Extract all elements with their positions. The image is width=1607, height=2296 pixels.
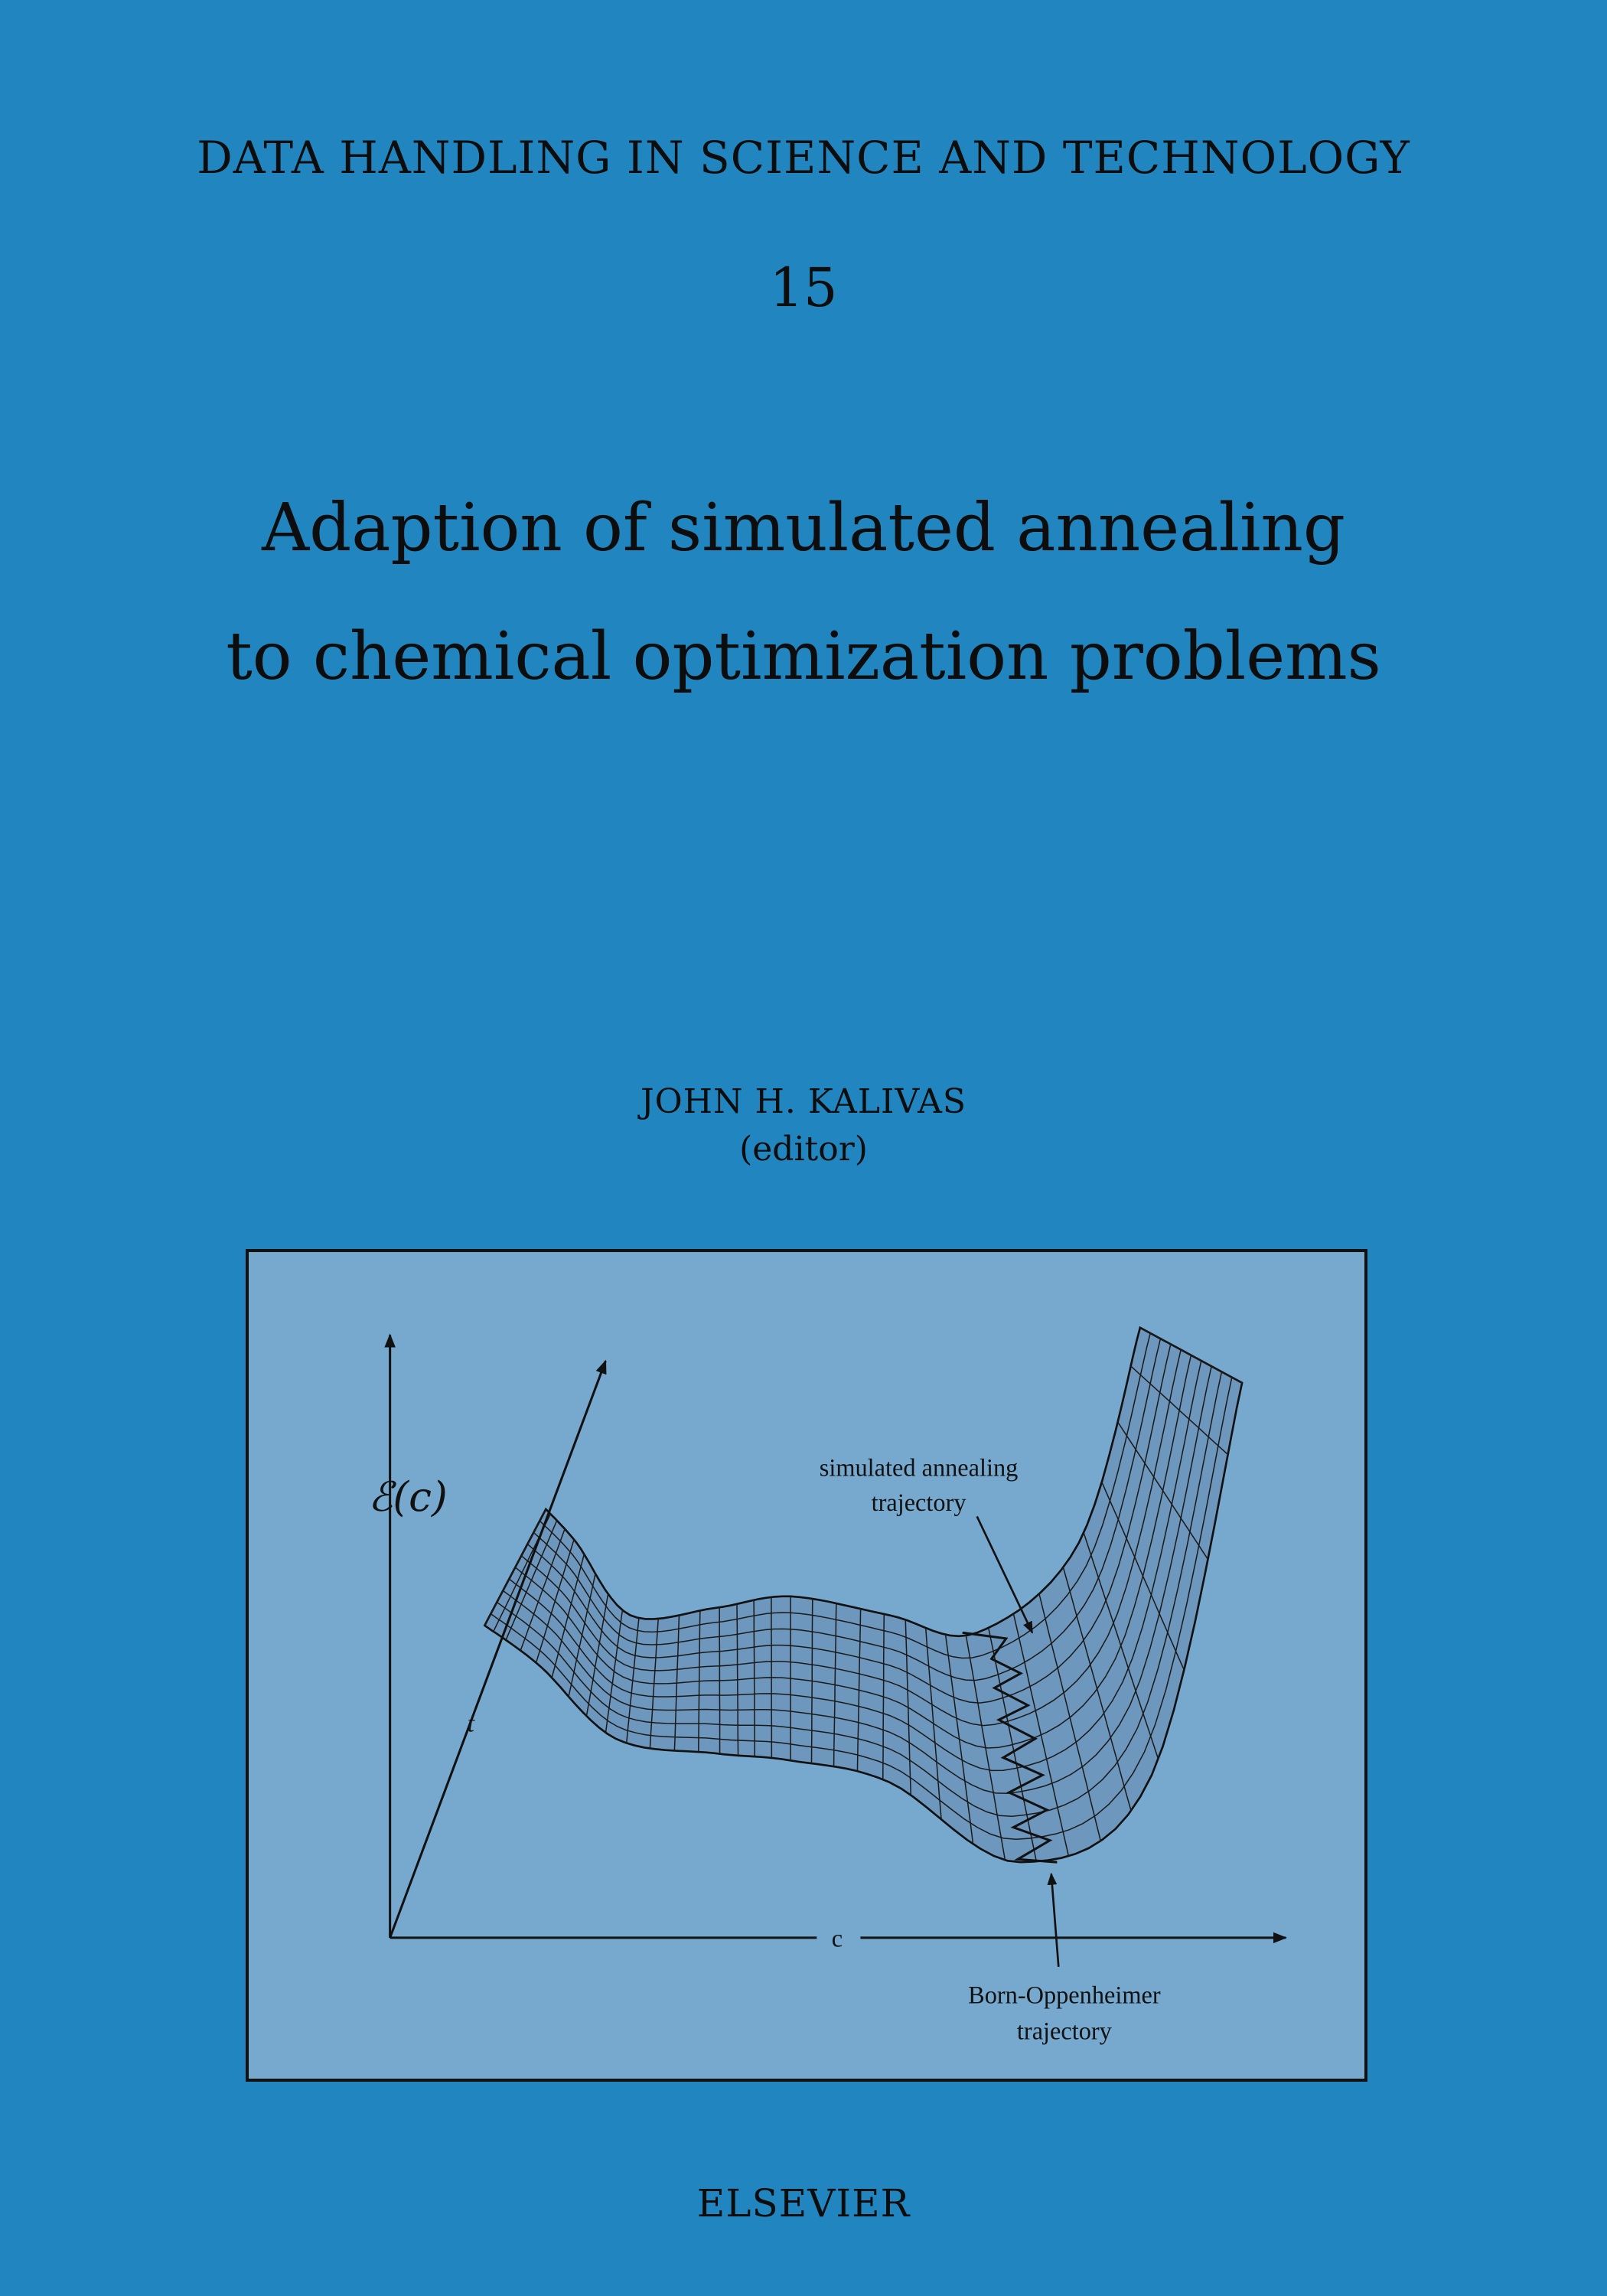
energy-axis-label: ℰ(c)	[368, 1473, 448, 1521]
mesh-line-across	[649, 1619, 659, 1749]
mesh-line-across	[753, 1600, 756, 1757]
bo-annotation-line-1: Born-Oppenheimer	[968, 1981, 1161, 2008]
sa-annotation-line-1: simulated annealing	[820, 1453, 1019, 1481]
mesh-line-across	[833, 1603, 837, 1767]
mesh-line-across	[856, 1609, 862, 1772]
book-title-line-2: to chemical optimization problems	[226, 618, 1381, 695]
cover-illustration: ℰ(c) c t simulated annealing trajectory …	[246, 1249, 1367, 2082]
mesh-line-across	[965, 1635, 1006, 1861]
energy-surface-diagram: ℰ(c) c t simulated annealing trajectory …	[368, 1326, 1288, 2045]
surface-mesh	[483, 1326, 1244, 1864]
mesh-line-across	[484, 1508, 546, 1626]
mesh-line-across	[1116, 1421, 1209, 1561]
mesh-line-across	[625, 1618, 640, 1743]
volume-number: 15	[769, 256, 838, 319]
mesh-line-across	[698, 1610, 701, 1752]
mesh-line-across	[987, 1627, 1038, 1862]
book-title-line-1: Adaption of simulated annealing	[262, 490, 1345, 566]
mesh-line-across	[1101, 1482, 1185, 1671]
mesh-line-across	[924, 1627, 942, 1820]
mesh-line-across	[585, 1593, 609, 1717]
mesh-line-across	[1038, 1593, 1102, 1841]
publisher-name: ELSEVIER	[696, 2181, 911, 2226]
mesh-line-across	[1083, 1532, 1159, 1760]
bo-annotation-line-2: trajectory	[1017, 2017, 1113, 2045]
mesh-line-across	[535, 1539, 575, 1663]
t-axis	[389, 1359, 607, 1939]
mesh-line-across	[905, 1619, 912, 1795]
mesh-line-across	[1130, 1365, 1229, 1456]
c-axis-label: c	[832, 1924, 843, 1952]
t-axis-label: t	[468, 1709, 476, 1737]
mesh-line-across	[568, 1574, 596, 1697]
mesh-line-across	[673, 1615, 680, 1751]
mesh-line-across	[520, 1528, 566, 1651]
mesh-line-across	[1012, 1613, 1070, 1857]
mesh-line-across	[551, 1554, 585, 1678]
sa-annotation-arrow	[976, 1515, 1034, 1634]
sa-annotation-line-2: trajectory	[872, 1489, 967, 1516]
mesh-line-across	[810, 1598, 813, 1764]
mesh-line-across	[944, 1634, 974, 1844]
simulated-annealing-trajectory	[962, 1631, 1058, 1864]
mesh-line-across	[505, 1520, 558, 1641]
author-name: JOHN H. KALIVAS	[640, 1082, 967, 1121]
series-title: DATA HANDLING IN SCIENCE AND TECHNOLOGY	[197, 132, 1410, 184]
mesh-line-across	[1139, 1327, 1243, 1384]
mesh-line-across	[882, 1613, 885, 1780]
bo-annotation-arrow	[1047, 1872, 1060, 1967]
mesh-line-across	[1062, 1567, 1132, 1812]
mesh-line-across	[605, 1609, 624, 1733]
author-role: (editor)	[739, 1130, 868, 1169]
mesh-line-across	[736, 1603, 739, 1756]
